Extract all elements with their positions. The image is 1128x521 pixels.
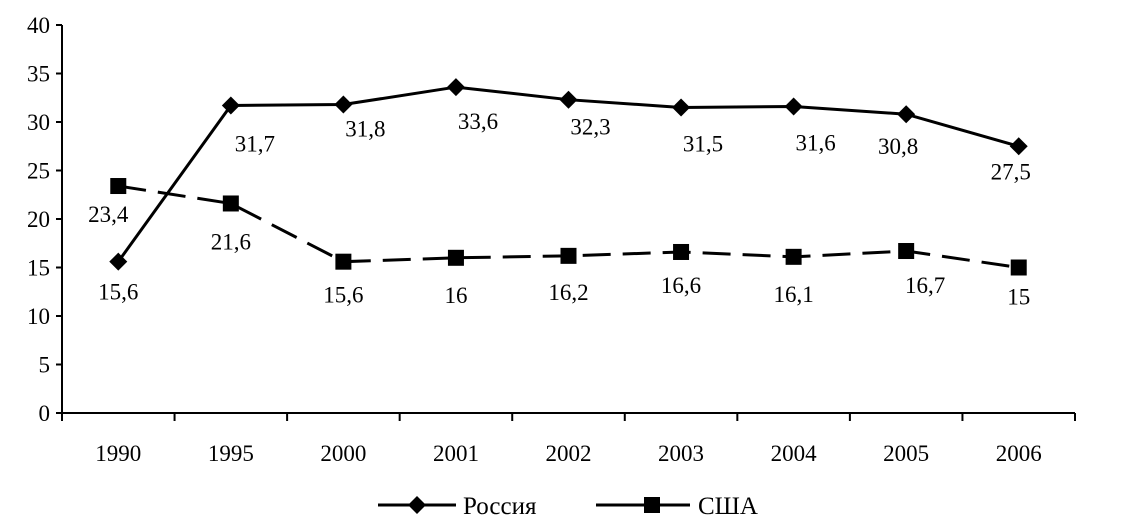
x-tick-label: 2002 xyxy=(546,441,592,466)
russia-point-marker xyxy=(784,97,803,116)
x-tick-label: 2003 xyxy=(658,441,704,466)
usa-data-label: 23,4 xyxy=(88,202,129,227)
russia-data-label: 31,5 xyxy=(683,131,723,156)
russia-data-label: 31,6 xyxy=(795,130,835,155)
x-tick-label: 1995 xyxy=(208,441,254,466)
y-tick-label: 10 xyxy=(27,304,50,329)
y-tick-label: 35 xyxy=(27,62,50,87)
usa-point-marker xyxy=(335,253,352,270)
legend-label: США xyxy=(698,493,758,520)
usa-point-marker xyxy=(110,178,127,195)
legend-label: Россия xyxy=(463,493,537,520)
y-tick-label: 5 xyxy=(39,353,51,378)
y-tick-label: 30 xyxy=(27,110,50,135)
usa-point-marker xyxy=(447,249,464,266)
legend-marker-icon xyxy=(644,497,660,513)
x-tick-label: 2001 xyxy=(433,441,479,466)
usa-data-label: 21,6 xyxy=(211,229,251,254)
y-tick-label: 0 xyxy=(39,401,51,426)
russia-data-label: 32,3 xyxy=(570,115,610,140)
russia-point-marker xyxy=(897,105,916,124)
russia-point-marker xyxy=(334,95,353,114)
y-tick-label: 15 xyxy=(27,256,50,281)
x-tick-label: 2006 xyxy=(996,441,1042,466)
usa-point-marker xyxy=(785,248,802,265)
series-line-russia xyxy=(117,85,1020,263)
x-tick-label: 2004 xyxy=(771,441,818,466)
russia-point-marker xyxy=(446,78,465,97)
y-tick-label: 20 xyxy=(27,207,50,232)
series-lines xyxy=(109,78,1028,276)
russia-point-marker xyxy=(559,90,578,109)
russia-data-label: 15,6 xyxy=(98,280,138,305)
russia-point-marker xyxy=(1009,137,1028,156)
usa-data-label: 15,6 xyxy=(323,283,363,308)
x-tick-label: 2005 xyxy=(883,441,929,466)
usa-data-label: 16,1 xyxy=(773,282,813,307)
usa-point-marker xyxy=(898,243,915,260)
russia-point-marker xyxy=(221,96,240,115)
usa-point-marker xyxy=(673,243,690,260)
usa-data-label: 16,6 xyxy=(661,273,701,298)
legend-item-russia: Россия xyxy=(378,493,537,520)
russia-data-label: 31,8 xyxy=(345,117,385,142)
usa-data-label: 16,2 xyxy=(548,280,588,305)
y-tick-label: 40 xyxy=(27,13,50,38)
usa-data-label: 16,7 xyxy=(905,273,945,298)
x-tick-label: 2000 xyxy=(320,441,366,466)
x-tick-label: 1990 xyxy=(95,441,141,466)
russia-data-label: 27,5 xyxy=(991,159,1031,184)
russia-point-marker xyxy=(109,252,128,271)
legend-item-usa: США xyxy=(596,493,758,520)
usa-data-label: 16 xyxy=(444,283,467,308)
usa-point-marker xyxy=(1010,259,1027,276)
usa-point-marker xyxy=(222,195,239,212)
russia-data-label: 33,6 xyxy=(458,109,498,134)
legend-marker-icon xyxy=(408,496,426,514)
russia-data-label: 30,8 xyxy=(878,134,918,159)
usa-point-marker xyxy=(560,247,577,264)
usa-data-label: 15 xyxy=(1007,285,1030,310)
legend: Россия США xyxy=(378,493,758,520)
data-labels: 15,6 31,7 31,8 33,6 32,3 31,5 31,6 30,8 27,5 23,4… xyxy=(88,109,1031,309)
y-tick-label: 25 xyxy=(27,159,50,184)
axes: 0 5 10 15 20 25 30 35 40 1990 1995 2000 2001 2002 2003… xyxy=(27,13,1076,466)
russia-point-marker xyxy=(672,98,691,117)
russia-data-label: 31,7 xyxy=(235,132,275,157)
